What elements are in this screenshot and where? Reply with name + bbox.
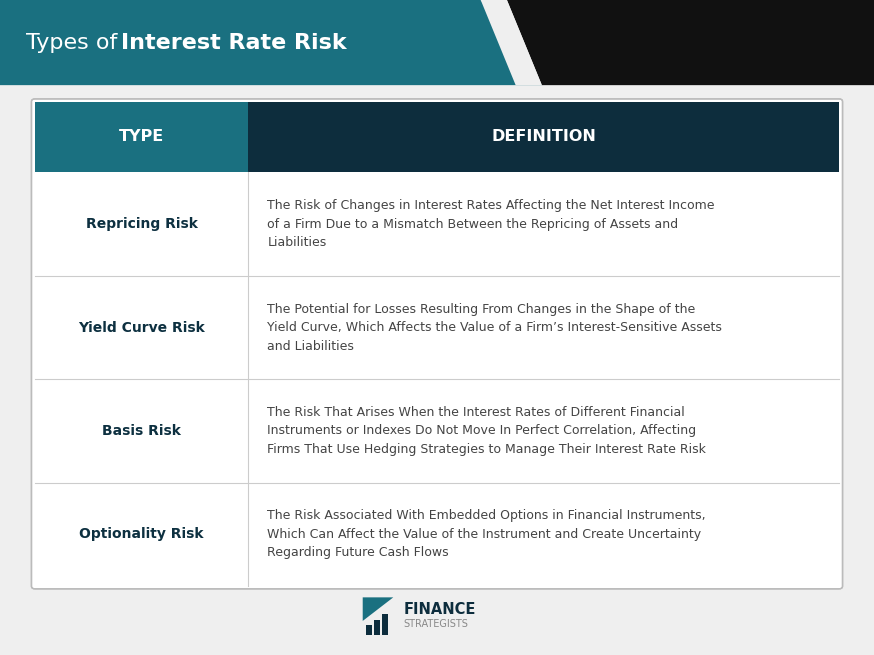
FancyBboxPatch shape: [374, 620, 380, 635]
Text: TYPE: TYPE: [119, 130, 164, 144]
Text: The Potential for Losses Resulting From Changes in the Shape of the
Yield Curve,: The Potential for Losses Resulting From …: [267, 303, 722, 352]
Polygon shape: [363, 597, 393, 621]
Text: The Risk That Arises When the Interest Rates of Different Financial
Instruments : The Risk That Arises When the Interest R…: [267, 406, 706, 456]
Text: The Risk Associated With Embedded Options in Financial Instruments,
Which Can Af: The Risk Associated With Embedded Option…: [267, 510, 706, 559]
Text: The Risk of Changes in Interest Rates Affecting the Net Interest Income
of a Fir: The Risk of Changes in Interest Rates Af…: [267, 199, 715, 249]
Text: STRATEGISTS: STRATEGISTS: [404, 618, 468, 629]
FancyBboxPatch shape: [382, 614, 388, 635]
FancyBboxPatch shape: [31, 99, 843, 589]
Text: Repricing Risk: Repricing Risk: [86, 217, 198, 231]
Text: Types of: Types of: [26, 33, 125, 52]
Text: Basis Risk: Basis Risk: [102, 424, 181, 438]
Polygon shape: [0, 0, 542, 85]
Polygon shape: [248, 102, 839, 172]
Text: Optionality Risk: Optionality Risk: [80, 527, 204, 542]
Polygon shape: [35, 102, 248, 172]
Text: FINANCE: FINANCE: [404, 602, 476, 616]
Text: Yield Curve Risk: Yield Curve Risk: [78, 320, 205, 335]
Polygon shape: [507, 0, 874, 85]
FancyBboxPatch shape: [366, 625, 372, 635]
Polygon shape: [481, 0, 542, 85]
Text: Interest Rate Risk: Interest Rate Risk: [121, 33, 346, 52]
Text: DEFINITION: DEFINITION: [491, 130, 596, 144]
